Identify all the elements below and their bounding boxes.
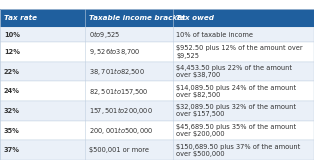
Text: 12%: 12% bbox=[4, 49, 20, 55]
Text: $82,501 to $157,500: $82,501 to $157,500 bbox=[89, 86, 148, 97]
Text: $0 to $9,525: $0 to $9,525 bbox=[89, 29, 120, 40]
Text: $952.50 plus 12% of the amount over
$9,525: $952.50 plus 12% of the amount over $9,5… bbox=[176, 45, 303, 59]
Text: $500,001 or more: $500,001 or more bbox=[89, 147, 149, 153]
Text: $9,526 to $38,700: $9,526 to $38,700 bbox=[89, 46, 140, 57]
Text: $45,689.50 plus 35% of the amount
over $200,000: $45,689.50 plus 35% of the amount over $… bbox=[176, 124, 297, 137]
Text: $150,689.50 plus 37% of the amount
over $500,000: $150,689.50 plus 37% of the amount over … bbox=[176, 144, 301, 157]
Text: $157,501 to $200,000: $157,501 to $200,000 bbox=[89, 105, 152, 116]
Text: 24%: 24% bbox=[4, 88, 20, 94]
Text: $32,089.50 plus 32% of the amount
over $157,500: $32,089.50 plus 32% of the amount over $… bbox=[176, 104, 296, 117]
Text: Tax rate: Tax rate bbox=[4, 15, 37, 21]
Text: $200,001 to $500,000: $200,001 to $500,000 bbox=[89, 125, 153, 136]
Text: Tax owed: Tax owed bbox=[176, 15, 214, 21]
Text: 37%: 37% bbox=[4, 147, 20, 153]
Text: 35%: 35% bbox=[4, 128, 20, 134]
Text: 32%: 32% bbox=[4, 108, 20, 114]
Text: $38,701 to $82,500: $38,701 to $82,500 bbox=[89, 66, 144, 77]
Text: $14,089.50 plus 24% of the amount
over $82,500: $14,089.50 plus 24% of the amount over $… bbox=[176, 85, 297, 98]
Text: 10% of taxable income: 10% of taxable income bbox=[176, 32, 253, 38]
Text: Taxable income bracket: Taxable income bracket bbox=[89, 15, 185, 21]
Text: 22%: 22% bbox=[4, 69, 20, 75]
Text: $4,453.50 plus 22% of the amount
over $38,700: $4,453.50 plus 22% of the amount over $3… bbox=[176, 65, 292, 78]
Text: 10%: 10% bbox=[4, 32, 20, 38]
